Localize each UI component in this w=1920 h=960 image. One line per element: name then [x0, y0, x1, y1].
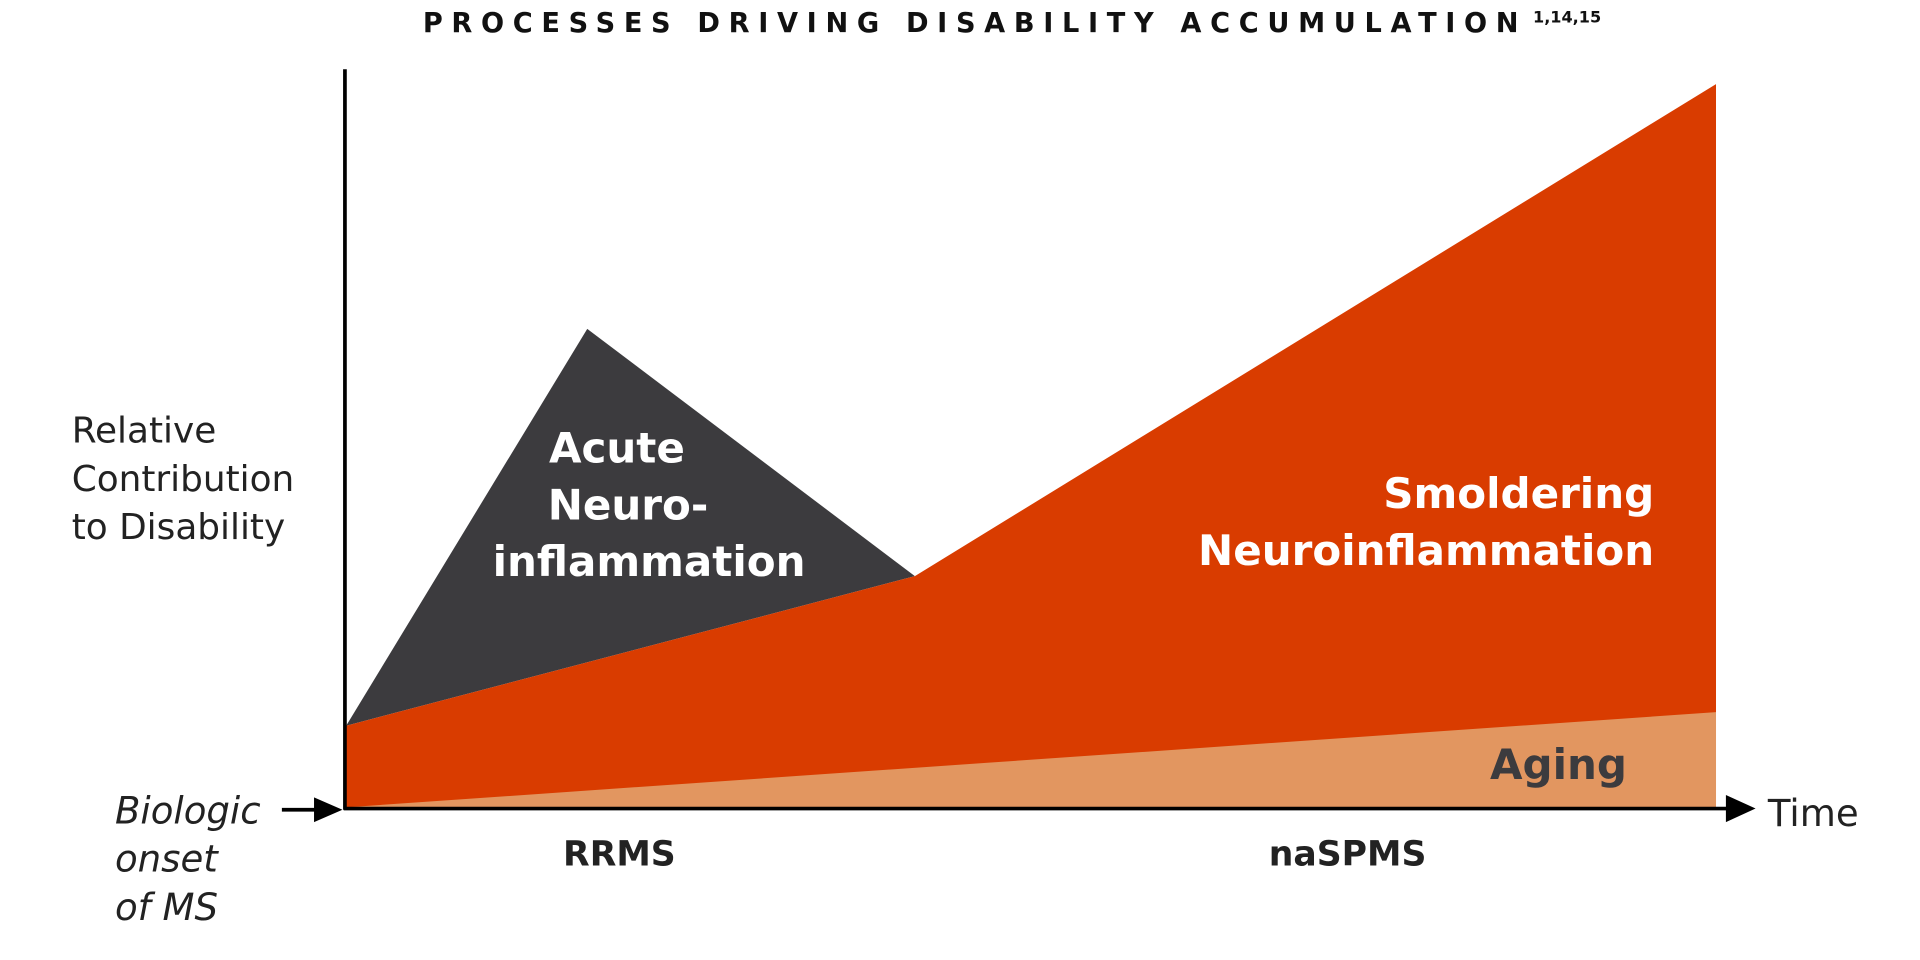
acute-label: inflammation — [493, 537, 806, 586]
y-axis-label: to Disability — [72, 507, 285, 548]
onset-arrow-head — [314, 797, 343, 823]
x-axis-arrow — [1725, 794, 1756, 823]
x-axis-label: Time — [1767, 792, 1859, 835]
acute-label: Acute — [549, 423, 685, 472]
smoldering-label: Neuroinflammation — [1198, 526, 1654, 575]
acute-region — [346, 328, 915, 726]
acute-label: Neuro- — [548, 480, 709, 529]
onset-label: Biologic — [115, 789, 261, 832]
aging-label: Aging — [1490, 740, 1627, 789]
y-axis-label: Relative — [72, 411, 217, 452]
title-refs: 1,14,15 — [1533, 7, 1601, 26]
onset-label: onset — [115, 838, 219, 881]
phase-label: RRMS — [563, 834, 676, 874]
smoldering-region — [346, 84, 1717, 808]
title: PROCESSES DRIVING DISABILITY ACCUMULATIO… — [423, 8, 1527, 39]
phase-label: naSPMS — [1269, 834, 1427, 874]
smoldering-label: Smoldering — [1383, 469, 1654, 518]
onset-label: of MS — [115, 886, 218, 929]
y-axis-label: Contribution — [72, 459, 295, 500]
